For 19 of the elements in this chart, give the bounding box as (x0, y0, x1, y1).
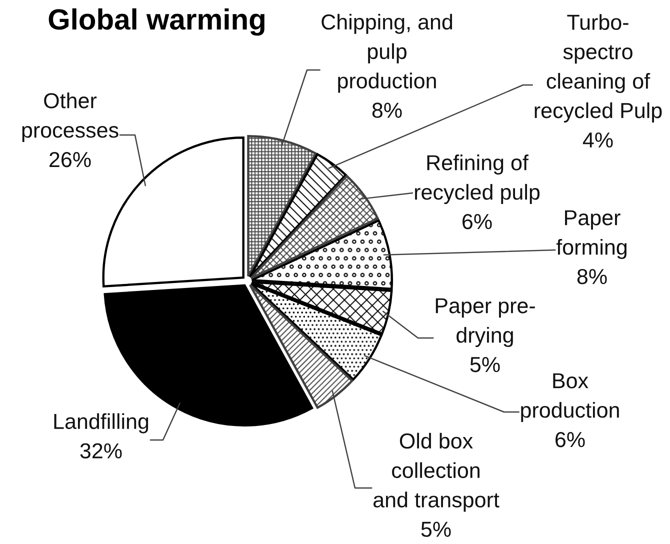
data-label: 4% (582, 132, 613, 148)
slice-label: Paper pre- drying (436, 298, 535, 348)
data-label: 5% (421, 522, 451, 537)
data-label: 8% (577, 268, 607, 284)
data-label: 5% (470, 357, 500, 372)
chart-title: Global warming (48, 8, 264, 36)
data-label: 26% (50, 152, 91, 168)
slice-label: Refining of recycled pulp (415, 154, 540, 204)
data-label: 32% (80, 443, 122, 458)
slice-label: Other processes (22, 92, 118, 142)
slice-label: Turbo- spectro cleaning of recycled Pulp (534, 14, 662, 122)
data-label: 6% (462, 214, 492, 230)
slice-label: Old box collection and transport (373, 432, 500, 512)
data-label: 8% (372, 102, 402, 118)
slice-label: Paper forming (556, 210, 627, 260)
data-label: 6% (556, 432, 585, 448)
slice-label: Chipping, and pulp production (322, 14, 452, 93)
slice-label: Landfilling (54, 413, 148, 434)
slice-label: Box production (521, 373, 619, 422)
